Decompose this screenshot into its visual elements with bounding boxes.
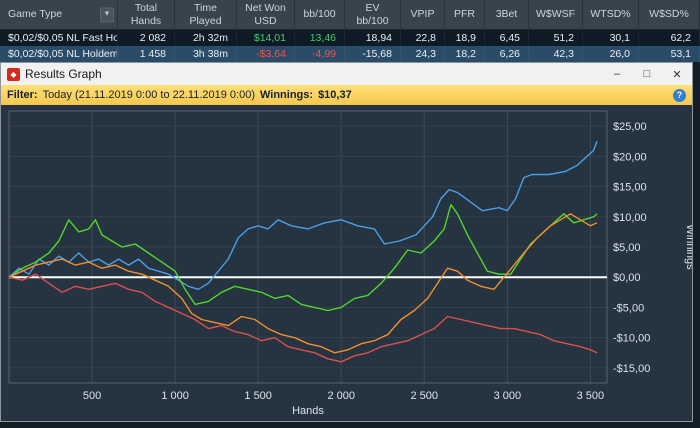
cell-bb100: -4,99	[295, 46, 345, 62]
column-header-ev-bb100[interactable]: EV bb/100	[345, 0, 401, 30]
column-header-pfr[interactable]: PFR	[445, 0, 485, 30]
results-chart-svg: $25,00 $20,00 $15,00 $10,00 $5,00 $0,00 -$5,00…	[8, 110, 692, 417]
stats-table: Game Type ▼ Total Hands Time Played Net …	[0, 0, 700, 62]
cell-3bet: 6,26	[485, 46, 529, 62]
cell-wwsf: 42,3	[529, 46, 583, 62]
cell-game-type: $0,02/$0,05 NL Fast Hold	[0, 30, 118, 46]
svg-text:$0,00: $0,00	[613, 272, 641, 284]
svg-text:-$15,00: -$15,00	[613, 363, 650, 375]
svg-text:3 000: 3 000	[494, 390, 522, 402]
filter-label: Filter:	[7, 89, 38, 101]
close-button[interactable]: ✕	[672, 68, 682, 81]
svg-text:Hands: Hands	[292, 405, 324, 417]
svg-text:2 500: 2 500	[411, 390, 439, 402]
winnings-value: $10,37	[318, 89, 352, 101]
svg-text:1 500: 1 500	[244, 390, 272, 402]
table-row[interactable]: $0,02/$0,05 NL Fast Hold 2 082 2h 32m $1…	[0, 30, 700, 46]
cell-bb100: 13,46	[295, 30, 345, 46]
filter-bar: Filter: Today (21.11.2019 0:00 to 22.11.…	[1, 85, 692, 105]
cell-total-hands: 2 082	[118, 30, 175, 46]
cell-ev-bb100: 18,94	[345, 30, 401, 46]
cell-net-won: $14,01	[237, 30, 295, 46]
cell-time-played: 2h 32m	[175, 30, 237, 46]
table-header-row: Game Type ▼ Total Hands Time Played Net …	[0, 0, 700, 30]
cell-3bet: 6,45	[485, 30, 529, 46]
cell-wwsf: 51,2	[529, 30, 583, 46]
column-header-label: Game Type	[8, 8, 63, 21]
cell-game-type: $0,02/$0,05 NL Holdem	[0, 46, 118, 62]
cell-ev-bb100: -15,68	[345, 46, 401, 62]
window-titlebar[interactable]: ◆ Results Graph – □ ✕	[1, 63, 692, 85]
cell-pfr: 18,9	[445, 30, 485, 46]
maximize-button[interactable]: □	[643, 68, 651, 80]
cell-total-hands: 1 458	[118, 46, 175, 62]
cell-vpip: 22,8	[401, 30, 445, 46]
cell-net-won: -$3,64	[237, 46, 295, 62]
cell-time-played: 3h 38m	[175, 46, 237, 62]
column-header-3bet[interactable]: 3Bet	[485, 0, 529, 30]
svg-text:3 500: 3 500	[577, 390, 605, 402]
svg-text:$5,00: $5,00	[613, 242, 641, 254]
svg-text:$15,00: $15,00	[613, 182, 647, 194]
help-icon[interactable]: ?	[673, 88, 686, 102]
cell-wtsd: 26,0	[583, 46, 639, 62]
column-header-wtsd[interactable]: WTSD%	[583, 0, 639, 30]
svg-text:Winnings: Winnings	[684, 224, 692, 270]
svg-text:$20,00: $20,00	[613, 151, 647, 163]
cell-wsd: 62,2	[639, 30, 700, 46]
results-graph-window: ◆ Results Graph – □ ✕ Filter: Today (21.…	[0, 62, 693, 422]
window-title: Results Graph	[25, 67, 102, 81]
svg-text:1 000: 1 000	[161, 390, 189, 402]
svg-text:500: 500	[83, 390, 101, 402]
chevron-down-icon[interactable]: ▼	[100, 7, 114, 22]
svg-text:$10,00: $10,00	[613, 212, 647, 224]
column-header-time-played[interactable]: Time Played	[175, 0, 237, 30]
cell-pfr: 18,2	[445, 46, 485, 62]
column-header-bb100[interactable]: bb/100	[295, 0, 345, 30]
svg-text:2 000: 2 000	[327, 390, 355, 402]
column-header-net-won[interactable]: Net Won USD	[237, 0, 295, 30]
svg-text:-$5,00: -$5,00	[613, 302, 644, 314]
column-header-vpip[interactable]: VPIP	[401, 0, 445, 30]
svg-text:-$10,00: -$10,00	[613, 333, 650, 345]
winnings-label: Winnings:	[260, 89, 314, 101]
cell-wtsd: 30,1	[583, 30, 639, 46]
app-icon: ◆	[7, 67, 20, 81]
filter-range: Today (21.11.2019 0:00 to 22.11.2019 0:0…	[42, 89, 255, 101]
chart-area: $25,00 $20,00 $15,00 $10,00 $5,00 $0,00 -$5,00…	[1, 105, 692, 421]
cell-wsd: 53,1	[639, 46, 700, 62]
column-header-total-hands[interactable]: Total Hands	[118, 0, 175, 30]
column-header-game-type[interactable]: Game Type ▼	[0, 0, 118, 30]
svg-text:$25,00: $25,00	[613, 121, 647, 133]
minimize-button[interactable]: –	[613, 68, 621, 80]
column-header-wsd[interactable]: W$SD%	[639, 0, 700, 30]
cell-vpip: 24,3	[401, 46, 445, 62]
column-header-wwsf[interactable]: W$WSF	[529, 0, 583, 30]
table-row-selected[interactable]: $0,02/$0,05 NL Holdem 1 458 3h 38m -$3,6…	[0, 46, 700, 62]
